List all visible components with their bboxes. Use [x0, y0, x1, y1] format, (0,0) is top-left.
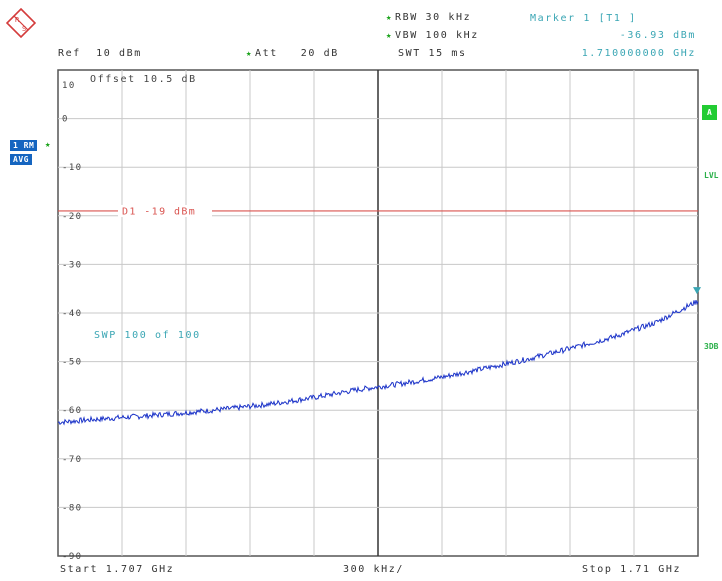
y-tick-label: -80: [62, 503, 82, 513]
rbw-star-icon: ★: [386, 13, 394, 23]
trace-mode-rm-badge: 1 RM: [10, 140, 38, 151]
att-value: 20 dB: [300, 48, 339, 59]
vbw-label: VBW: [395, 30, 418, 41]
limit-label-background: [118, 204, 212, 217]
stop-frequency: Stop 1.71 GHz: [582, 564, 682, 575]
swt-readout: SWT 15 ms: [398, 48, 467, 59]
ref-label: Ref: [58, 48, 81, 59]
y-tick-labels: 10 0 -10 -20 -30 -40 -50 -60 -70 -80 -90: [62, 81, 82, 562]
limit-line-group: D1 -19 dBm: [58, 204, 698, 217]
y-tick-label: 10: [62, 81, 76, 91]
marker-frequency: 1.710000000 GHz: [581, 48, 696, 59]
trace-mode-star-icon: ★: [45, 140, 51, 150]
rbw-readout: ★ RBW 30 kHz: [386, 12, 471, 23]
y-tick-label: -10: [62, 163, 82, 173]
att-readout: ★ Att 20 dB: [246, 48, 339, 59]
vbw-value: 100 kHz: [425, 30, 479, 41]
rbw-value: 30 kHz: [425, 12, 472, 23]
spectrum-trace: [57, 299, 699, 426]
y-tick-label: -20: [62, 212, 82, 222]
right-a-badge: A: [702, 105, 717, 120]
rbw-label: RBW: [395, 12, 418, 23]
marker-level: -36.93 dBm: [619, 30, 696, 41]
vbw-readout: ★ VBW 100 kHz: [386, 30, 479, 41]
start-frequency: Start 1.707 GHz: [60, 564, 175, 575]
y-tick-label: 0: [62, 115, 69, 125]
swt-value: 15 ms: [428, 48, 467, 59]
trace-group: [57, 287, 701, 426]
logo: R S: [5, 7, 37, 39]
trace-mode-avg-badge: AVG: [10, 154, 32, 165]
ref-readout: Ref 10 dBm: [58, 48, 142, 59]
sweep-annotation: SWP 100 of 100: [94, 330, 201, 341]
ref-value: 10 dBm: [96, 48, 142, 59]
logo-letter-s: S: [22, 25, 26, 33]
y-tick-label: -30: [62, 260, 82, 270]
vbw-star-icon: ★: [386, 31, 394, 41]
right-lvl-label: LVL: [704, 171, 719, 180]
y-tick-label: -40: [62, 309, 82, 319]
y-tick-label: -50: [62, 358, 82, 368]
marker-title: Marker 1 [T1 ]: [530, 13, 637, 24]
att-star-icon: ★: [246, 49, 254, 59]
att-label: Att: [255, 48, 278, 59]
swt-label: SWT: [398, 48, 421, 59]
grid-lines: [57, 69, 699, 557]
y-tick-label: -60: [62, 406, 82, 416]
offset-annotation: Offset 10.5 dB: [90, 74, 197, 85]
limit-line-label: D1 -19 dBm: [122, 206, 196, 217]
marker-triangle-icon: [693, 287, 701, 295]
logo-letter-r: R: [15, 16, 20, 24]
y-tick-label: -70: [62, 455, 82, 465]
right-3db-label: 3DB: [704, 342, 719, 351]
y-tick-label: -90: [62, 552, 82, 562]
span-per-division: 300 kHz/: [343, 564, 404, 575]
